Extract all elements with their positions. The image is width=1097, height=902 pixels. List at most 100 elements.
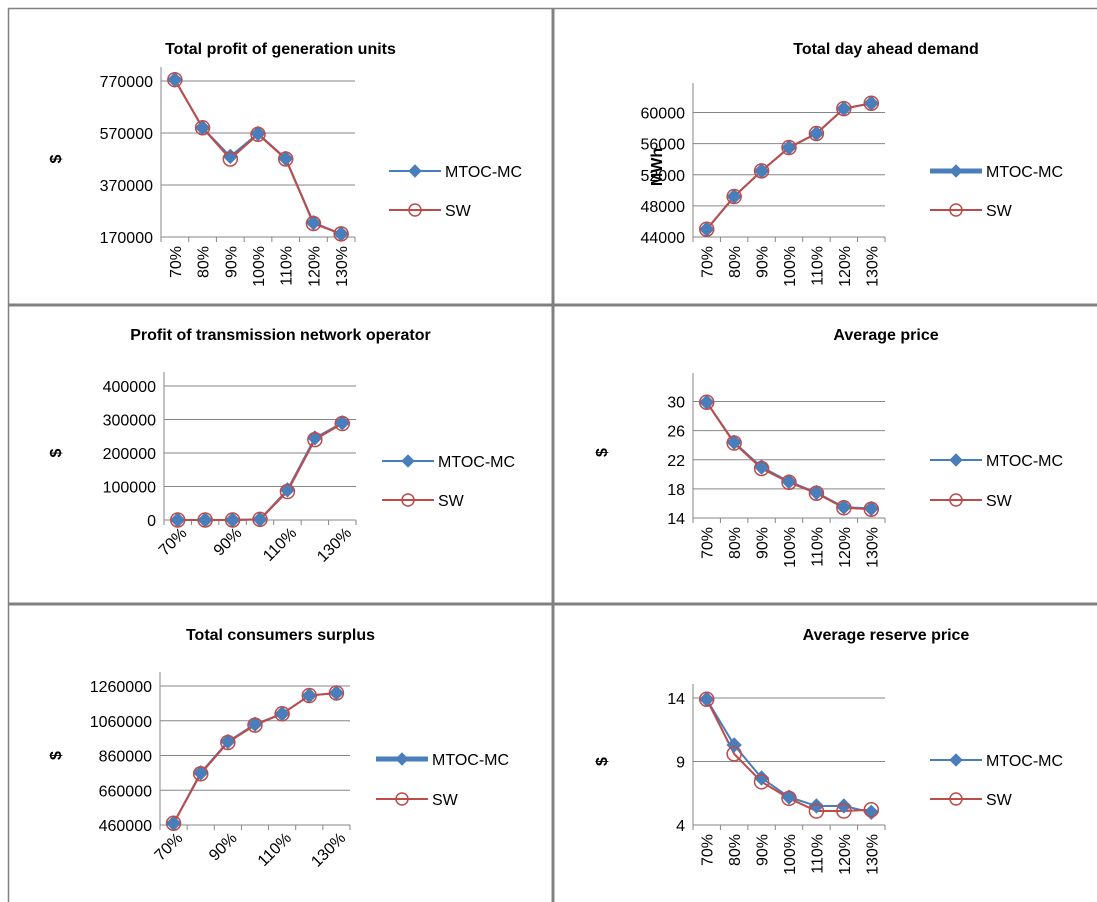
chart-panel: Average reserve price 14 9 4 $70% 80% 90% 100% 1… bbox=[555, 606, 1097, 902]
legend-label: MTOC-MC bbox=[986, 753, 1063, 770]
y-axis-label: $ bbox=[594, 448, 611, 457]
y-tick-label: 48000 bbox=[641, 199, 686, 216]
x-tick-label: 90% bbox=[223, 246, 240, 278]
data-point-sw bbox=[222, 151, 239, 167]
data-point-sw bbox=[863, 501, 880, 518]
y-axis-label: $ bbox=[48, 448, 65, 457]
data-point-mtoc-mc bbox=[220, 733, 236, 750]
x-tick-label: 90% bbox=[211, 525, 246, 560]
data-point-sw bbox=[808, 803, 825, 819]
chart-svg: Total profit of generation units 770000 57… bbox=[48, 41, 522, 287]
data-point-sw bbox=[301, 687, 318, 704]
y-tick-label: 14 bbox=[667, 511, 685, 528]
data-point-sw bbox=[305, 215, 322, 232]
series-line-sw bbox=[705, 401, 872, 511]
data-point-sw bbox=[753, 163, 770, 179]
legend-marker bbox=[408, 203, 422, 217]
data-point-sw bbox=[808, 485, 825, 502]
data-point-mtoc-mc bbox=[250, 125, 266, 142]
data-point-sw bbox=[726, 435, 742, 451]
y-tick-label: 200000 bbox=[103, 446, 156, 463]
legend-marker bbox=[949, 493, 963, 507]
data-point-sw bbox=[165, 815, 182, 832]
x-tick-label: 70% bbox=[152, 830, 187, 865]
data-point-sw bbox=[863, 95, 880, 111]
series-line-mtoc-mc bbox=[172, 691, 337, 824]
x-tick-label: 130% bbox=[864, 246, 881, 287]
data-point-sw bbox=[333, 226, 349, 242]
data-point-sw bbox=[197, 512, 213, 528]
x-tick-label: 90% bbox=[755, 246, 772, 278]
legend-marker bbox=[395, 792, 409, 806]
data-point-sw bbox=[274, 706, 290, 722]
data-point-sw bbox=[224, 512, 241, 528]
data-point-sw bbox=[753, 774, 770, 790]
y-tick-label: 30 bbox=[667, 395, 685, 412]
data-point-sw bbox=[250, 126, 266, 143]
data-point-sw bbox=[279, 483, 296, 500]
y-tick-label: 770000 bbox=[100, 74, 153, 91]
data-point-mtoc-mc bbox=[305, 214, 322, 231]
data-point-mtoc-mc bbox=[247, 716, 263, 732]
x-tick-label: 120% bbox=[837, 834, 854, 875]
x-tick-label: 80% bbox=[727, 834, 744, 866]
legend-marker bbox=[408, 164, 422, 178]
legend-label: SW bbox=[986, 203, 1013, 220]
x-tick-label: 130% bbox=[334, 246, 351, 287]
y-tick-label: 44000 bbox=[641, 230, 686, 247]
chart-title: Total consumers surplus bbox=[186, 627, 375, 644]
x-tick-label: 110% bbox=[279, 246, 296, 286]
series-line-mtoc-mc bbox=[705, 102, 872, 230]
series-line-mtoc-mc bbox=[705, 401, 872, 510]
y-tick-label: 570000 bbox=[100, 126, 153, 143]
x-tick-label: 120% bbox=[837, 246, 854, 287]
x-tick-label: 130% bbox=[308, 830, 349, 871]
x-tick-label: 90% bbox=[755, 527, 772, 559]
y-tick-label: 14 bbox=[667, 691, 685, 708]
x-tick-label: 120% bbox=[306, 246, 323, 287]
y-tick-label: 400000 bbox=[103, 379, 156, 396]
data-point-sw bbox=[169, 512, 186, 528]
x-tick-label: 70% bbox=[168, 246, 185, 278]
data-point-sw bbox=[753, 460, 770, 477]
legend-marker bbox=[949, 453, 963, 467]
data-point-sw bbox=[307, 431, 323, 448]
legend-marker bbox=[949, 203, 963, 217]
y-tick-label: 22 bbox=[667, 453, 685, 470]
y-tick-label: 9 bbox=[676, 755, 685, 772]
series-line-sw bbox=[172, 691, 337, 824]
chart-title: Average reserve price bbox=[803, 627, 970, 644]
x-tick-label: 120% bbox=[837, 527, 854, 568]
x-tick-label: 90% bbox=[755, 834, 772, 866]
x-tick-label: 130% bbox=[864, 834, 881, 875]
y-tick-label: 1260000 bbox=[90, 679, 152, 696]
data-point-sw bbox=[781, 139, 797, 156]
y-axis-label: MWh bbox=[649, 148, 666, 186]
legend-marker bbox=[949, 792, 963, 806]
x-tick-label: 90% bbox=[206, 830, 241, 865]
legend-label: SW bbox=[986, 792, 1013, 809]
legend-label: MTOC-MC bbox=[432, 752, 509, 769]
legend-label: SW bbox=[438, 493, 465, 510]
chart-svg: Average price 30 26 22 18 14 $70% 80% 90% 100% 110… bbox=[594, 327, 1063, 568]
legend-marker bbox=[949, 753, 963, 767]
chart-title: Profit of transmission network operator bbox=[130, 327, 430, 344]
x-tick-label: 100% bbox=[782, 246, 799, 287]
series-line-sw bbox=[705, 102, 872, 230]
y-tick-label: 100000 bbox=[103, 480, 156, 497]
y-tick-label: 370000 bbox=[100, 178, 153, 195]
data-point-sw bbox=[192, 765, 209, 782]
chart-panel: Total day ahead demand 60000 56000 52000 480… bbox=[555, 9, 1097, 304]
y-axis-label: $ bbox=[48, 751, 65, 760]
x-tick-label: 110% bbox=[260, 525, 300, 565]
data-point-sw bbox=[726, 188, 742, 205]
x-tick-label: 70% bbox=[700, 246, 717, 278]
data-point-sw bbox=[277, 151, 294, 167]
data-point-sw bbox=[836, 803, 852, 819]
data-point-sw bbox=[781, 474, 797, 491]
data-point-mtoc-mc bbox=[836, 798, 852, 814]
legend-marker bbox=[401, 454, 415, 468]
x-tick-label: 70% bbox=[700, 527, 717, 559]
data-point-sw bbox=[698, 394, 715, 411]
x-tick-label: 80% bbox=[727, 527, 744, 559]
